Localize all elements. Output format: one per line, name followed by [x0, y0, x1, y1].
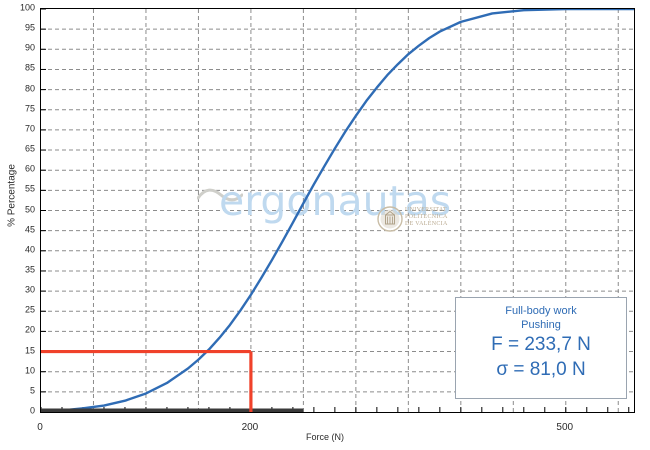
- y-tick-label: 55: [24, 183, 35, 194]
- y-tick-label: 30: [24, 284, 35, 295]
- plot-area: ergonautas UNIVERSITAT POLITÈCNICA DE VA…: [40, 8, 635, 413]
- y-tick-label: 60: [24, 163, 35, 174]
- y-tick-label: 35: [24, 264, 35, 275]
- y-axis-tick-labels: 0 5 10 15 20 25 30 35 40 45 50 55 60 65 70 75 80 85 90 95 10…: [0, 0, 40, 450]
- measurement-info-box: Full-body work Pushing F = 233,7 N σ = 8…: [455, 297, 627, 399]
- y-tick-label: 40: [24, 244, 35, 255]
- y-tick-label: 80: [24, 83, 35, 94]
- y-tick-label: 0: [29, 405, 35, 416]
- info-force-value: F = 233,7 N: [491, 334, 591, 355]
- y-tick-label: 25: [24, 304, 35, 315]
- y-tick-label: 20: [24, 324, 35, 335]
- x-tick-label: 500: [556, 422, 574, 433]
- y-tick-label: 10: [24, 365, 35, 376]
- y-axis-title: % Percentage: [6, 164, 18, 227]
- y-tick-label: 5: [29, 385, 35, 396]
- x-tick-label: 0: [37, 422, 43, 433]
- chart-series-layer: [41, 9, 634, 412]
- y-tick-label: 90: [24, 42, 35, 53]
- y-tick-label: 65: [24, 143, 35, 154]
- y-tick-label: 70: [24, 123, 35, 134]
- info-task-type: Full-body work: [505, 305, 577, 317]
- info-sigma-value: σ = 81,0 N: [496, 359, 586, 380]
- y-tick-label: 15: [24, 345, 35, 356]
- chart-gridlines: [41, 9, 634, 412]
- y-tick-label: 85: [24, 62, 35, 73]
- y-tick-label: 75: [24, 103, 35, 114]
- y-tick-label: 95: [24, 22, 35, 33]
- info-task-action: Pushing: [521, 319, 561, 331]
- x-tick-label: 200: [241, 422, 259, 433]
- y-tick-label: 100: [19, 2, 35, 13]
- y-tick-label: 45: [24, 224, 35, 235]
- x-axis-title: Force (N): [306, 432, 344, 442]
- y-tick-label: 50: [24, 204, 35, 214]
